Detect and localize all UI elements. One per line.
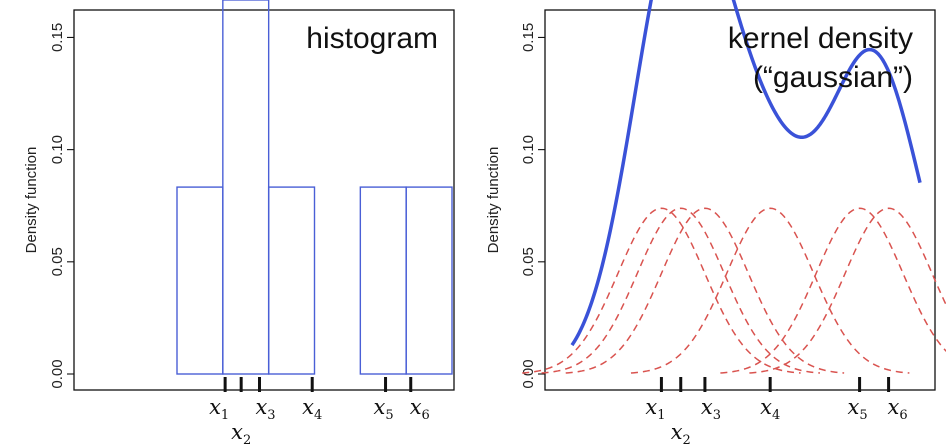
- y-tick-label: 0.15: [49, 23, 66, 52]
- sample-label-x6: x6: [410, 395, 430, 423]
- histogram-frame: [73, 9, 455, 391]
- histogram-y-ticks: 0.00 0.05 0.10 0.15: [49, 23, 74, 389]
- sample-label-x5: x5: [373, 395, 393, 423]
- sample-label-x3: x3: [255, 395, 275, 423]
- sample-label-x4: x4: [760, 395, 780, 423]
- sample-label-x4: x4: [302, 395, 322, 423]
- kde-title: kernel density: [728, 22, 913, 55]
- sample-label-x3: x3: [701, 395, 721, 423]
- sample-label-x2: x2: [231, 420, 251, 447]
- kernel-curve: [522, 207, 801, 374]
- kernel-curve: [541, 207, 821, 374]
- y-tick-label: 0.00: [49, 359, 66, 388]
- histogram-bar: [176, 186, 224, 375]
- histogram-bars: [176, 0, 453, 375]
- sample-label-x2: x2: [671, 420, 691, 447]
- histogram-bar: [222, 0, 270, 375]
- y-tick-label: 0.05: [520, 247, 537, 276]
- sample-label-x1: x1: [209, 395, 229, 423]
- y-tick-label: 0.05: [49, 247, 66, 276]
- histogram-bar: [359, 186, 407, 375]
- kernel-curve: [630, 207, 910, 374]
- kde-y-ticks: 0.00 0.05 0.10 0.15: [520, 23, 545, 389]
- kde-density-curve: [570, 0, 922, 347]
- kde-rug-marks: [659, 377, 891, 392]
- histogram-bar: [267, 186, 316, 375]
- kernel-curve: [565, 207, 845, 374]
- y-tick-label: 0.00: [520, 359, 537, 388]
- kde-kernel-curves: [522, 207, 946, 374]
- sample-label-x6: x6: [888, 395, 908, 423]
- y-tick-label: 0.15: [520, 23, 537, 52]
- sample-label-x5: x5: [848, 395, 868, 423]
- histogram-bar: [405, 186, 453, 375]
- histogram-title: histogram: [306, 22, 438, 55]
- kde-y-axis-title: Density function: [485, 147, 502, 254]
- sample-label-x1: x1: [645, 395, 665, 423]
- histogram-y-axis-title: Density function: [23, 147, 40, 254]
- kernel-curve: [749, 207, 946, 374]
- y-tick-label: 0.10: [520, 135, 537, 164]
- kernel-curve: [720, 207, 946, 374]
- y-tick-label: 0.10: [49, 135, 66, 164]
- histogram-rug-marks: [223, 377, 413, 392]
- kde-subtitle: (“gaussian”): [753, 61, 913, 94]
